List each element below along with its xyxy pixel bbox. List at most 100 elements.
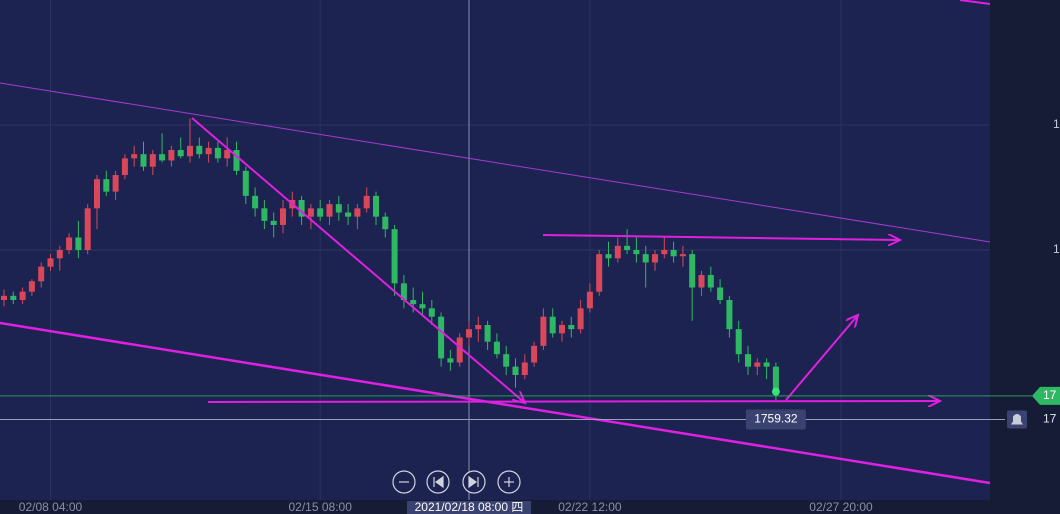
- candle: [187, 118, 193, 163]
- candle: [140, 141, 147, 171]
- candle-body: [549, 316, 556, 334]
- drawings: [0, 0, 991, 485]
- candle-body: [354, 208, 361, 217]
- candle: [689, 250, 696, 321]
- candle: [47, 254, 54, 271]
- candle-body: [159, 154, 166, 161]
- candle-body: [307, 208, 314, 217]
- x-tick-label: 02/08 04:00: [19, 500, 83, 514]
- candle: [38, 262, 45, 288]
- candle-body: [540, 316, 547, 346]
- arrow: [207, 401, 940, 402]
- candle-body: [382, 216, 389, 230]
- candle-body: [717, 287, 724, 300]
- candle: [493, 333, 500, 359]
- candle-body: [614, 245, 621, 259]
- trend-line: [0, 82, 991, 243]
- crosshair-axis-label: 17: [1043, 412, 1057, 426]
- candle: [159, 133, 166, 163]
- crosshair-price-badge: [745, 409, 806, 430]
- candle-body: [624, 245, 631, 250]
- candle: [317, 200, 324, 221]
- candle: [670, 241, 677, 263]
- candle: [549, 308, 556, 338]
- x-tick-label: 2021/02/18 08:00 四: [415, 500, 524, 514]
- candle-body: [428, 308, 435, 317]
- candle: [577, 300, 584, 334]
- candle: [354, 204, 361, 230]
- candle: [698, 270, 705, 296]
- candle-body: [149, 154, 156, 167]
- candle-body: [438, 316, 445, 359]
- candle-body: [735, 329, 742, 355]
- candle: [754, 358, 761, 375]
- candle: [466, 320, 472, 346]
- y-tick-label: 1: [1053, 117, 1060, 131]
- candle: [391, 225, 398, 296]
- candle: [84, 204, 91, 255]
- candle: [298, 195, 305, 225]
- candle-body: [410, 300, 417, 305]
- candle-body: [121, 158, 128, 175]
- candle-body: [177, 150, 184, 157]
- candle: [717, 279, 724, 305]
- candle-body: [131, 154, 138, 159]
- x-tick-label: 02/15 08:00: [288, 500, 352, 514]
- candle-body: [66, 237, 73, 250]
- candle-body: [531, 345, 538, 363]
- scroll-start-button[interactable]: [426, 470, 450, 494]
- candle-body: [75, 237, 82, 250]
- candle: [419, 291, 426, 317]
- candle: [233, 141, 240, 175]
- candle: [521, 354, 528, 380]
- candle: [177, 137, 184, 159]
- candle-body: [373, 195, 379, 217]
- arrow: [785, 315, 858, 401]
- candle-body: [596, 254, 603, 292]
- candle: [121, 154, 128, 180]
- y-tick-label: 1: [1053, 242, 1060, 256]
- candle: [447, 350, 454, 371]
- candle-body: [670, 250, 677, 257]
- candle-body: [224, 150, 231, 159]
- candle-body: [326, 204, 333, 217]
- candle: [28, 279, 35, 296]
- zoom-out-button[interactable]: [392, 470, 416, 494]
- candle: [326, 200, 333, 225]
- scroll-end-button[interactable]: [462, 470, 486, 494]
- candle-body: [168, 150, 175, 161]
- candle: [763, 358, 770, 380]
- candle-body: [19, 291, 26, 300]
- current-price-badge: [1032, 386, 1060, 405]
- candle-body: [707, 275, 714, 288]
- candle-body: [679, 254, 686, 257]
- candle: [726, 295, 733, 338]
- candle: [475, 316, 482, 342]
- candle-body: [205, 147, 212, 155]
- candle-body: [1, 295, 7, 300]
- candle: [363, 187, 370, 213]
- candle-body: [196, 145, 203, 155]
- candle: [745, 345, 751, 375]
- trend-line: [959, 0, 991, 5]
- candle: [335, 195, 342, 221]
- candle: [345, 204, 352, 225]
- candle-body: [605, 254, 612, 259]
- price-alert-button[interactable]: [1007, 410, 1027, 429]
- zoom-in-button[interactable]: [497, 470, 521, 494]
- candle-body: [642, 254, 649, 263]
- candle: [605, 241, 612, 267]
- candle: [438, 312, 445, 367]
- candle: [373, 191, 379, 225]
- candle-body: [568, 325, 575, 330]
- candle: [540, 308, 547, 350]
- candle: [503, 345, 510, 375]
- candle-body: [754, 362, 761, 367]
- candle: [642, 245, 649, 288]
- candle: [512, 358, 519, 388]
- candle-body: [512, 366, 519, 375]
- candle-body: [419, 304, 426, 309]
- candle: [382, 212, 389, 238]
- candle-body: [56, 250, 63, 259]
- candle: [112, 170, 119, 200]
